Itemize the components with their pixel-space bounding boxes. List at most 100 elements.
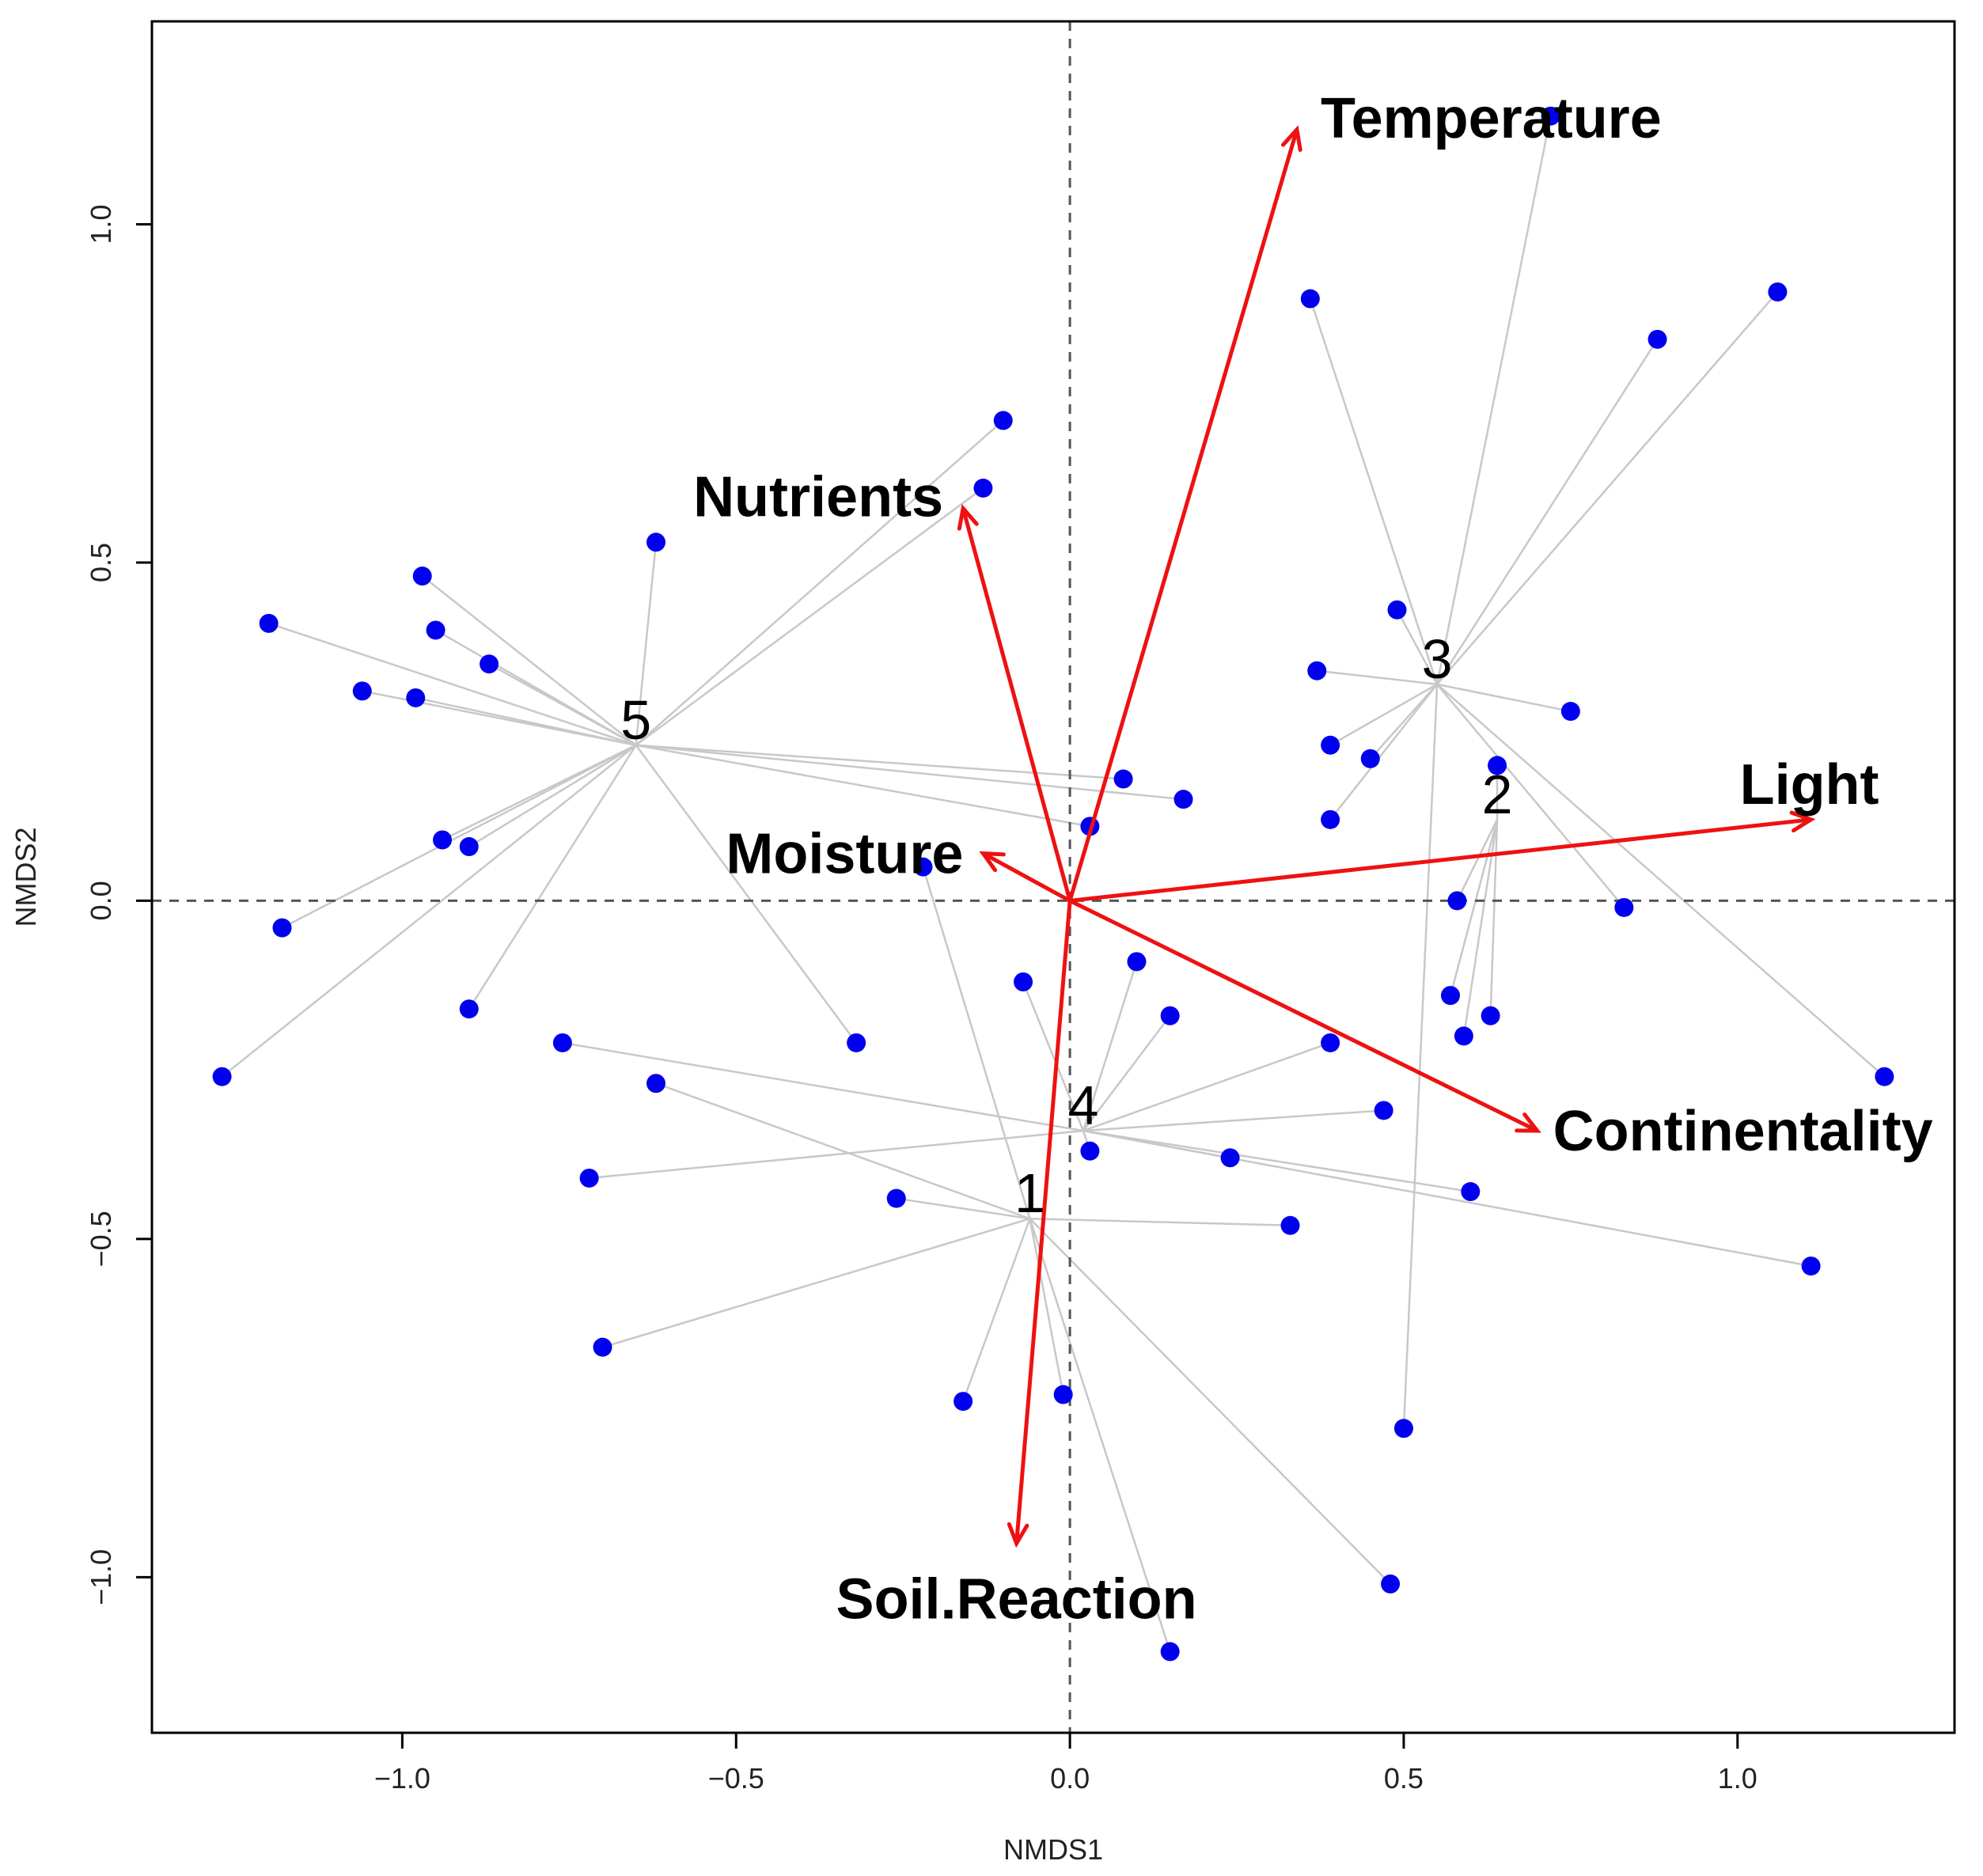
- site-point: [973, 478, 993, 498]
- site-point: [406, 688, 426, 707]
- spider-line: [1082, 961, 1138, 1131]
- group-centroid-label: 2: [1482, 764, 1513, 825]
- site-point: [954, 1392, 973, 1412]
- x-tick-label: −1.0: [374, 1762, 430, 1795]
- spider-line: [1329, 684, 1439, 821]
- vector-shaft: [961, 507, 1072, 902]
- spider-line: [1082, 1109, 1384, 1132]
- spider-line: [221, 744, 637, 1078]
- group-centroid-label: 3: [1422, 628, 1453, 690]
- vector-shaft: [1014, 900, 1072, 1544]
- y-axis-title: NMDS2: [9, 827, 42, 927]
- site-point: [1173, 790, 1193, 809]
- site-point: [1647, 329, 1667, 349]
- spider-line: [635, 744, 1184, 801]
- spider-line: [635, 542, 658, 745]
- spider-line: [1435, 116, 1552, 685]
- site-point: [212, 1067, 232, 1086]
- site-point: [1300, 289, 1320, 309]
- vector-arrowhead: [1007, 1522, 1029, 1548]
- spider-line: [655, 1082, 1030, 1220]
- site-point: [426, 620, 446, 640]
- spider-line: [1082, 1129, 1471, 1193]
- site-point: [1381, 1574, 1401, 1594]
- vector-arrowhead: [979, 851, 1006, 873]
- site-point: [1488, 756, 1507, 775]
- spider-line: [1029, 1218, 1064, 1395]
- spider-line: [1436, 684, 1625, 908]
- y-tick-label: 1.0: [85, 204, 117, 244]
- vector-arrowhead: [1515, 1112, 1541, 1133]
- zero-reference-lines: [152, 21, 1955, 1733]
- x-axis-title: NMDS1: [1003, 1833, 1103, 1866]
- site-point: [1280, 1215, 1300, 1235]
- spider-line: [922, 866, 1031, 1219]
- spider-line: [1329, 683, 1438, 746]
- spider-line: [1029, 1218, 1391, 1585]
- vector-shaft: [1068, 899, 1538, 1133]
- site-point: [1053, 1385, 1073, 1404]
- spider-line: [1029, 1217, 1291, 1227]
- spider-line: [1436, 683, 1886, 1078]
- site-point: [579, 1168, 599, 1188]
- site-point: [1875, 1067, 1894, 1086]
- x-tick-label: 0.0: [1050, 1762, 1090, 1795]
- spider-line: [1309, 298, 1439, 685]
- vector-arrowhead: [957, 504, 979, 531]
- y-tick-label: −1.0: [85, 1549, 117, 1605]
- site-point: [1801, 1256, 1821, 1276]
- site-point: [459, 837, 479, 857]
- environmental-vectors: Temperature Nutrients Light Moisture Contine…: [693, 87, 1933, 1632]
- spider-line: [896, 1197, 1030, 1220]
- site-point: [913, 857, 933, 877]
- vector-label: Soil.Reaction: [836, 1568, 1197, 1632]
- vector-label: Temperature: [1321, 87, 1662, 150]
- plot-frame: [150, 20, 1956, 1734]
- site-point: [259, 613, 279, 633]
- spider-line: [602, 1218, 1030, 1348]
- site-point: [1481, 1006, 1500, 1025]
- site-point: [1113, 769, 1133, 789]
- spider-line: [1082, 1041, 1331, 1132]
- site-point: [1374, 1101, 1393, 1120]
- vector-label: Light: [1740, 753, 1879, 817]
- spider-line: [468, 744, 637, 848]
- spider-line: [1436, 291, 1779, 685]
- site-point: [1307, 661, 1327, 680]
- spider-line: [1436, 683, 1572, 713]
- site-point: [1447, 891, 1467, 911]
- vector-label: Continentality: [1553, 1100, 1933, 1163]
- site-point: [1393, 1419, 1413, 1438]
- group-centroid-label: 5: [620, 689, 651, 751]
- group-centroid-label: 4: [1067, 1074, 1098, 1136]
- site-point: [886, 1188, 906, 1208]
- spider-line: [1082, 1015, 1171, 1131]
- axes: −1.0 −0.5 0.0 0.5 1.0 −1.0 −0.5 0.0 0.5 1.0: [85, 204, 1757, 1795]
- spider-line: [415, 696, 636, 747]
- vector-shaft: [1069, 817, 1811, 903]
- spider-line: [268, 622, 637, 746]
- spider-line: [1022, 981, 1085, 1131]
- site-point: [1454, 1026, 1473, 1046]
- spider-line: [1029, 1218, 1171, 1652]
- spider-lines: [221, 116, 1886, 1652]
- vector-label: Moisture: [726, 823, 963, 886]
- x-tick-label: 1.0: [1718, 1762, 1757, 1795]
- site-point: [272, 918, 292, 938]
- spider-line: [468, 745, 637, 1010]
- site-point: [646, 532, 665, 552]
- site-point: [1127, 952, 1147, 972]
- x-tick-label: −0.5: [708, 1762, 764, 1795]
- spider-line: [635, 419, 1004, 746]
- site-point: [593, 1337, 612, 1357]
- spider-line: [635, 744, 1090, 828]
- spider-line: [1082, 1129, 1811, 1268]
- site-point: [847, 1033, 866, 1052]
- site-point: [1321, 809, 1340, 829]
- site-point: [1541, 106, 1560, 126]
- spider-line: [488, 663, 637, 746]
- spider-line: [421, 575, 637, 746]
- site-point: [1160, 1006, 1180, 1025]
- spider-line: [1402, 684, 1439, 1429]
